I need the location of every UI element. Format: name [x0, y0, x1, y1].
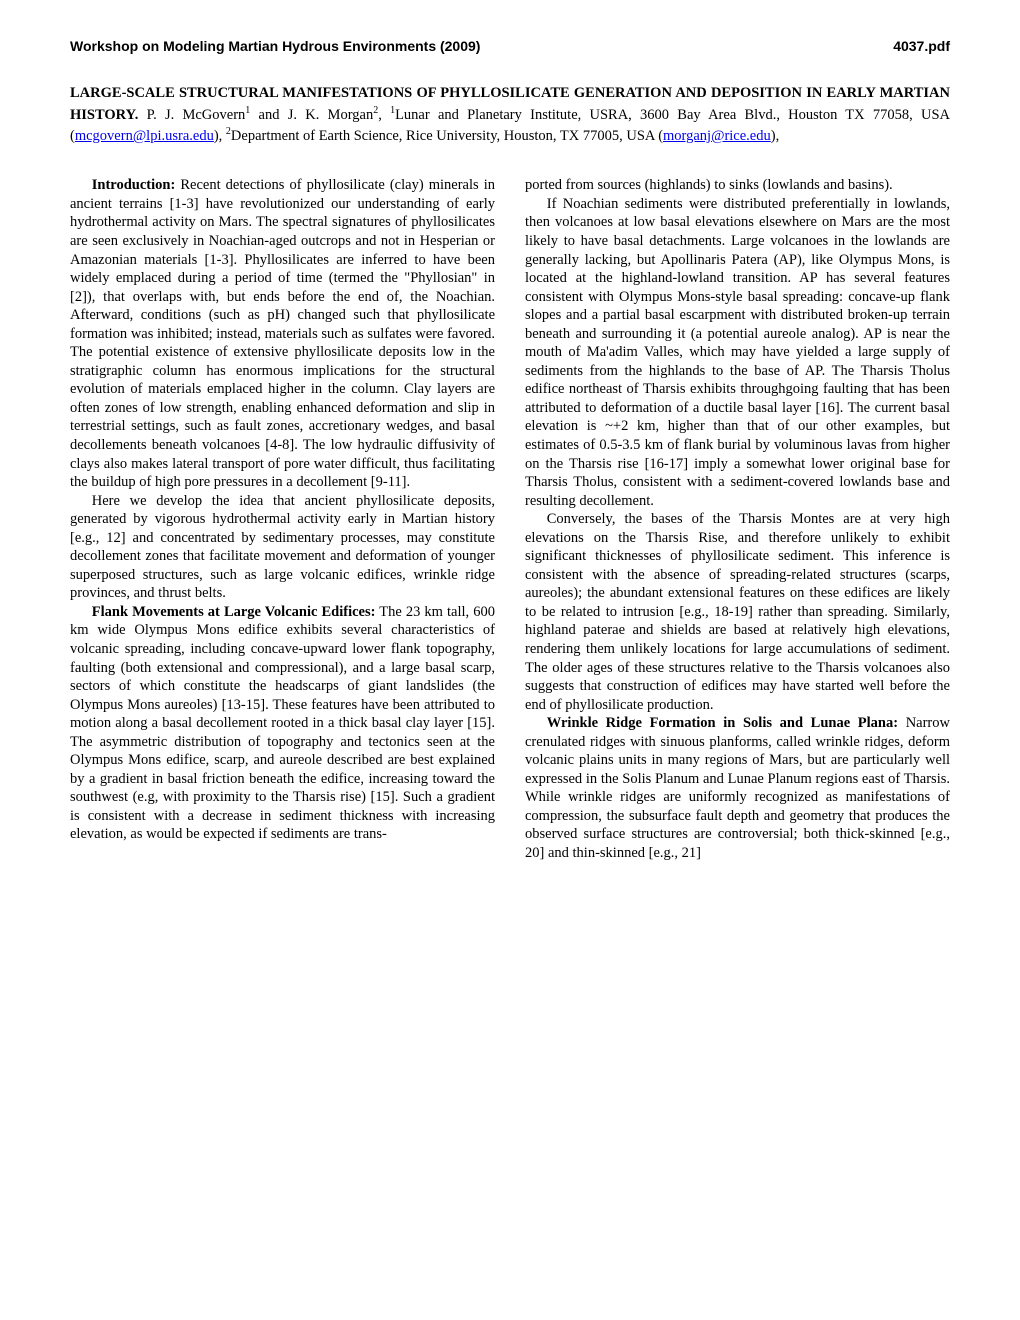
- flank-text: The 23 km tall, 600 km wide Olympus Mons…: [70, 604, 495, 843]
- page-header: Workshop on Modeling Martian Hydrous Env…: [70, 38, 950, 54]
- body-columns: Introduction: Recent detections of phyll…: [70, 176, 950, 862]
- left-column: Introduction: Recent detections of phyll…: [70, 176, 495, 862]
- wrinkle-para: Wrinkle Ridge Formation in Solis and Lun…: [525, 714, 950, 862]
- header-left: Workshop on Modeling Martian Hydrous Env…: [70, 38, 480, 54]
- affil-comma: ,: [378, 106, 390, 122]
- affil2-close: ),: [771, 128, 779, 144]
- wrinkle-heading: Wrinkle Ridge Formation in Solis and Lun…: [547, 715, 898, 731]
- affil2-text: Department of Earth Science, Rice Univer…: [231, 128, 663, 144]
- right-p1: ported from sources (highlands) to sinks…: [525, 176, 950, 195]
- title-block: LARGE-SCALE STRUCTURAL MANIFESTATIONS OF…: [70, 84, 950, 146]
- paragraph-2: Here we develop the idea that ancient ph…: [70, 492, 495, 603]
- email-link-2[interactable]: morganj@rice.edu: [663, 128, 771, 144]
- right-p3: Conversely, the bases of the Tharsis Mon…: [525, 510, 950, 714]
- right-column: ported from sources (highlands) to sinks…: [525, 176, 950, 862]
- authors-mid: and J. K. Morgan: [250, 106, 373, 122]
- header-right: 4037.pdf: [893, 38, 950, 54]
- intro-text: Recent detections of phyllosilicate (cla…: [70, 177, 495, 490]
- flank-para: Flank Movements at Large Volcanic Edific…: [70, 603, 495, 844]
- flank-heading: Flank Movements at Large Volcanic Edific…: [92, 604, 376, 620]
- affil1-close: ),: [214, 128, 226, 144]
- wrinkle-text: Narrow crenulated ridges with sinuous pl…: [525, 715, 950, 861]
- right-p2: If Noachian sediments were distributed p…: [525, 195, 950, 510]
- email-link-1[interactable]: mcgovern@lpi.usra.edu: [75, 128, 214, 144]
- intro-heading: Introduction:: [92, 177, 176, 193]
- authors-prefix: P. J. McGovern: [138, 106, 245, 122]
- intro-para: Introduction: Recent detections of phyll…: [70, 176, 495, 491]
